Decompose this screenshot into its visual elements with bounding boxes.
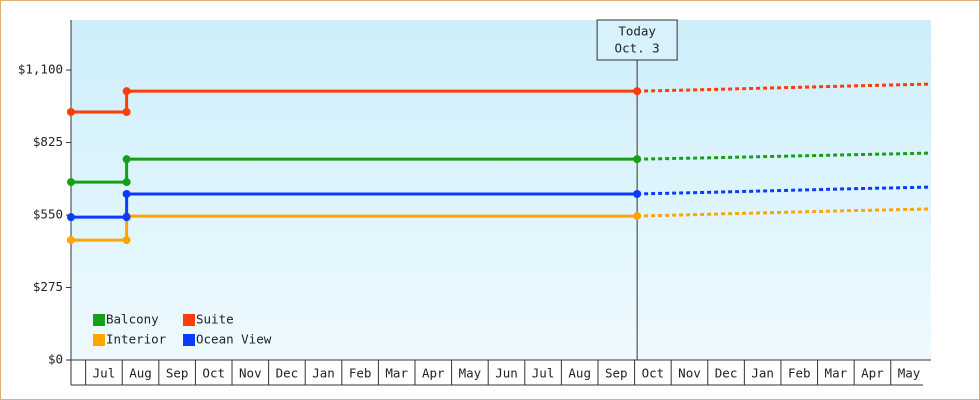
x-tick-label: Oct bbox=[202, 366, 225, 381]
y-tick-label: $550 bbox=[33, 207, 63, 222]
price-point bbox=[122, 107, 131, 116]
x-tick-label: May bbox=[459, 366, 482, 381]
x-tick-label: Aug bbox=[129, 366, 152, 381]
price-line bbox=[71, 214, 638, 242]
legend-label: Interior bbox=[106, 332, 167, 347]
price-point bbox=[67, 107, 75, 116]
forecast-line bbox=[637, 82, 932, 93]
x-tick-label: Apr bbox=[422, 366, 445, 381]
y-tick-label: $275 bbox=[33, 279, 63, 294]
x-tick-label: Sep bbox=[166, 366, 189, 381]
price-point bbox=[122, 213, 131, 222]
x-tick-label: Apr bbox=[861, 366, 884, 381]
x-tick-label: Jan bbox=[312, 366, 335, 381]
price-point bbox=[633, 87, 642, 96]
today-label: Today bbox=[618, 24, 656, 39]
price-line bbox=[71, 192, 638, 219]
x-tick-label: Jan bbox=[751, 366, 774, 381]
x-tick-label: Mar bbox=[825, 366, 848, 381]
x-tick-label: Mar bbox=[385, 366, 408, 381]
price-point bbox=[122, 87, 131, 96]
forecast-line bbox=[637, 185, 932, 196]
legend-label: Balcony bbox=[106, 312, 159, 327]
y-tick-label: $0 bbox=[48, 352, 63, 367]
price-line bbox=[71, 89, 638, 114]
price-point bbox=[122, 178, 131, 187]
price-point bbox=[633, 212, 642, 221]
x-tick-label: Dec bbox=[715, 366, 738, 381]
x-tick-label: Nov bbox=[239, 366, 262, 381]
price-point bbox=[633, 189, 642, 198]
x-tick-label: Dec bbox=[276, 366, 299, 381]
price-point bbox=[122, 236, 131, 245]
today-box bbox=[596, 19, 678, 61]
price-point bbox=[633, 155, 642, 164]
price-point bbox=[67, 236, 75, 245]
legend-swatch bbox=[93, 334, 105, 346]
x-tick-label: Sep bbox=[605, 366, 628, 381]
x-tick-label: Nov bbox=[678, 366, 701, 381]
x-tick-label: Feb bbox=[788, 366, 811, 381]
forecast-line bbox=[637, 151, 932, 161]
legend-label: Suite bbox=[196, 312, 234, 327]
x-tick-label: Jun bbox=[495, 366, 518, 381]
y-tick-label: $825 bbox=[33, 134, 63, 149]
price-point bbox=[122, 155, 131, 164]
price-point bbox=[122, 189, 131, 198]
legend-swatch bbox=[183, 314, 195, 326]
legend-label: Ocean View bbox=[196, 332, 272, 347]
legend-swatch bbox=[183, 334, 195, 346]
x-tick-label: Aug bbox=[568, 366, 591, 381]
legend-swatch bbox=[93, 314, 105, 326]
x-tick-label: Feb bbox=[349, 366, 372, 381]
forecast-line bbox=[637, 207, 932, 218]
price-point bbox=[67, 213, 75, 222]
x-tick-label: Jul bbox=[532, 366, 555, 381]
price-line bbox=[71, 157, 638, 184]
x-tick-label: May bbox=[898, 366, 921, 381]
x-tick-label: Oct bbox=[642, 366, 665, 381]
today-label: Oct. 3 bbox=[615, 41, 660, 56]
x-tick-label: Jul bbox=[93, 366, 116, 381]
y-tick-label: $1,100 bbox=[18, 62, 63, 77]
price-point bbox=[67, 178, 75, 187]
